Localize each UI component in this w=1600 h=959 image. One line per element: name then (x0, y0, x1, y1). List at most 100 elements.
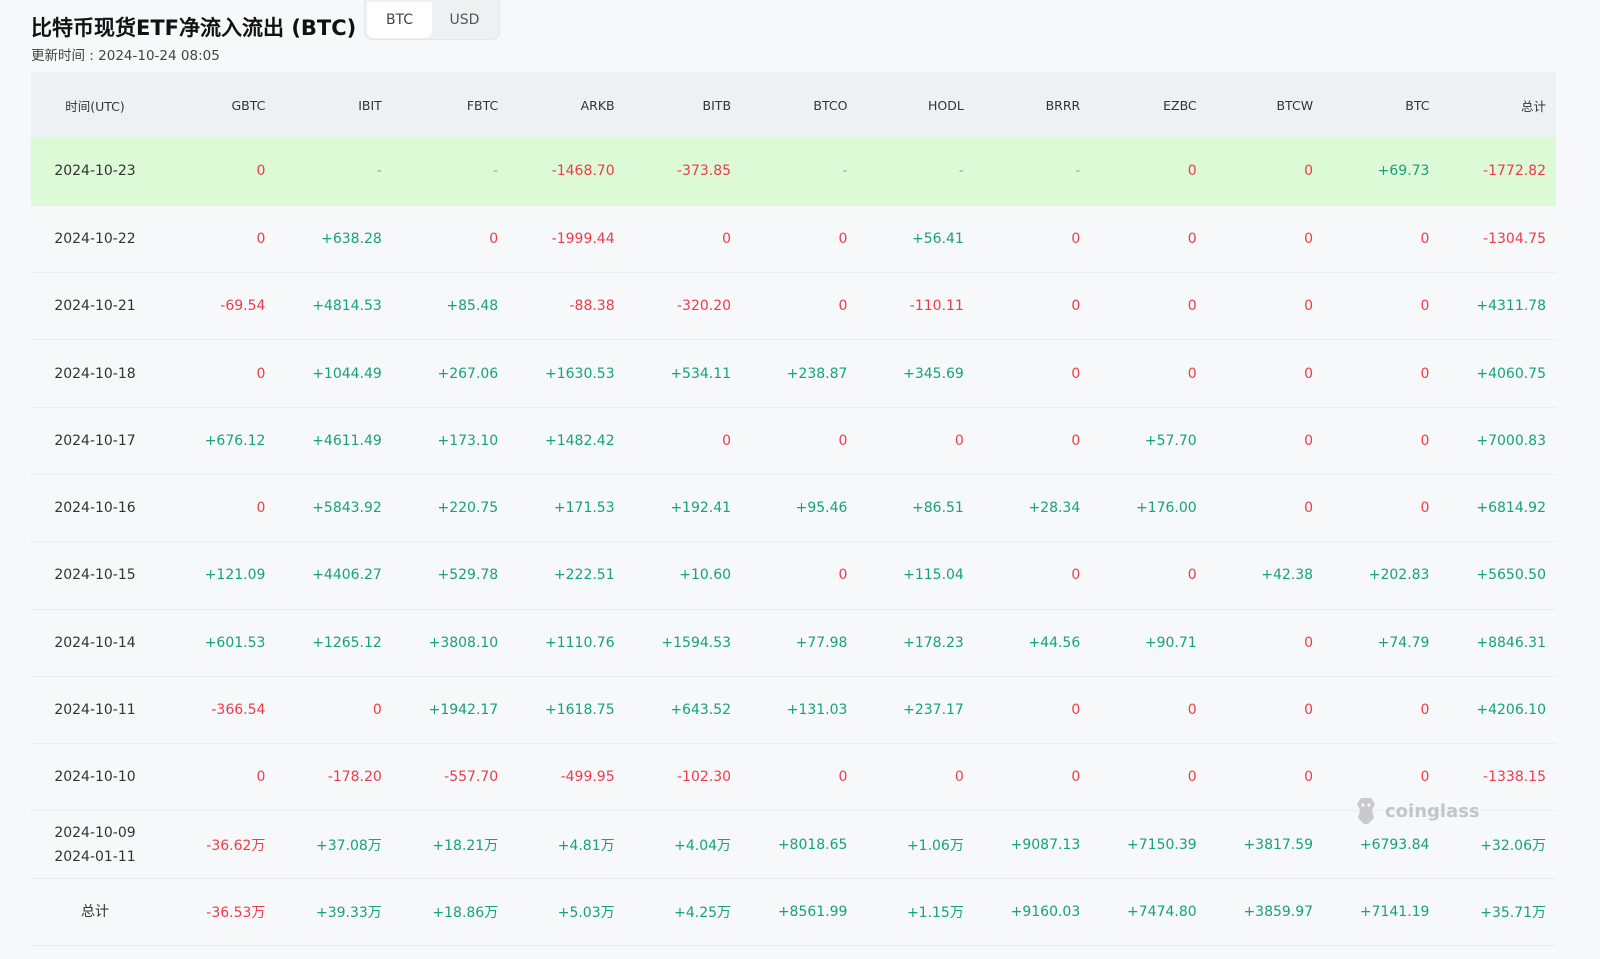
table-cell: 0 (1420, 500, 1430, 517)
table-cell: 0 (838, 769, 848, 786)
table-cell: -499.95 (560, 769, 615, 786)
table-cell: +8018.65 (777, 836, 848, 853)
table-cell: 0 (1304, 365, 1314, 382)
table-cell: -102.30 (676, 769, 732, 786)
table-cell: +3859.97 (1243, 903, 1314, 920)
table-cell: -1772.82 (1483, 163, 1546, 180)
table-cell: +7474.80 (1127, 903, 1197, 920)
table-header-row: 时间(UTC) GBTC IBIT FBTC ARKB BITB BTCO HODL BRRR E… (31, 72, 1556, 138)
table-cell: 0 (1304, 769, 1314, 786)
table-cell: +4814.53 (312, 298, 382, 315)
watermark-text: coinglass (1385, 800, 1480, 822)
table-cell: +529.78 (437, 567, 499, 584)
row-date-text: 2024-10-22 (54, 230, 136, 247)
table-row: 2024-10-23 0 - - -1468.70 -373.85 - - - 0 0 +69.73 -… (31, 138, 1556, 206)
coinglass-logo-icon (1357, 798, 1375, 824)
table-cell: 0 (1071, 298, 1081, 315)
table-cell: 0 (1420, 702, 1430, 719)
table-row: 2024-10-15 +121.09 +4406.27 +529.78 +222.51 +… (31, 542, 1556, 610)
column-header-total: 总计 (1520, 98, 1546, 114)
table-cell: 0 (1187, 230, 1197, 247)
table-cell: +1.15万 (906, 904, 964, 921)
table-cell: +1044.49 (312, 365, 382, 382)
row-date-text: 2024-10-09 (54, 824, 136, 841)
row-date: 总计 (31, 878, 159, 945)
table-cell: +39.33万 (316, 904, 382, 921)
table-cell: 0 (489, 230, 499, 247)
table-cell: +7000.83 (1476, 432, 1546, 449)
table-cell: 0 (838, 230, 848, 247)
table-row: 2024-10-17 +676.12 +4611.49 +173.10 +1482.42… (31, 407, 1556, 475)
etf-flow-table: 时间(UTC) GBTC IBIT FBTC ARKB BITB BTCO HODL BRRR E… (31, 72, 1556, 946)
table-cell: +57.70 (1144, 432, 1197, 449)
column-header-hodl: HODL (928, 97, 964, 113)
table-cell: +4406.27 (312, 567, 382, 584)
column-header-brrr: BRRR (1045, 97, 1081, 113)
table-cell: +222.51 (553, 567, 615, 584)
table-cell: +7141.19 (1359, 903, 1430, 920)
table-cell: +1110.76 (545, 634, 615, 651)
table-cell: -36.53万 (206, 904, 266, 921)
table-cell: +42.38 (1261, 567, 1314, 584)
table-cell: +202.83 (1368, 567, 1430, 584)
table-cell: +10.60 (679, 567, 732, 584)
table-cell: 0 (1071, 230, 1081, 247)
row-date: 2024-10-18 (31, 340, 159, 407)
table-cell: +32.06万 (1480, 837, 1546, 854)
column-header-time: 时间(UTC) (65, 98, 125, 114)
table-row: 2024-10-11 -366.54 0 +1942.17 +1618.75 +643.5… (31, 676, 1556, 744)
row-date: 2024-10-11 (31, 676, 159, 743)
table-cell: 0 (1071, 365, 1081, 382)
row-date: 2024-10-17 (31, 407, 159, 474)
table-cell: 0 (256, 500, 266, 517)
table-cell: +676.12 (204, 432, 266, 449)
table-cell: 0 (1304, 163, 1314, 180)
table-cell: +267.06 (437, 365, 499, 382)
table-cell: +345.69 (903, 365, 964, 382)
table-cell: 0 (1420, 365, 1430, 382)
row-date: 2024-10-14 (31, 609, 159, 676)
unit-toggle-btc[interactable]: BTC (367, 1, 432, 38)
table-cell: -366.54 (211, 702, 266, 719)
table-cell: +121.09 (204, 567, 266, 584)
column-header-ezbc: EZBC (1163, 97, 1197, 113)
table-cell: +5843.92 (312, 500, 382, 517)
row-date-text: 2024-10-23 (54, 163, 136, 180)
table-cell: 0 (1187, 567, 1197, 584)
table-cell: +9160.03 (1010, 903, 1081, 920)
table-cell: +95.46 (795, 500, 848, 517)
table-cell: 0 (838, 567, 848, 584)
page-header: 比特币现货ETF净流入流出 (BTC) BTC USD 更新时间 : 2024-… (31, 0, 1571, 70)
table-cell: +6793.84 (1359, 836, 1430, 853)
row-date-text: 2024-10-11 (54, 702, 136, 719)
table-row: 2024-10-22 0 +638.28 0 -1999.44 0 0 +56.41 0 0 0 0 -… (31, 205, 1556, 273)
table-cell: +115.04 (903, 567, 964, 584)
unit-toggle-usd[interactable]: USD (449, 11, 480, 28)
table-cell: 0 (1420, 298, 1430, 315)
table-cell: 0 (1071, 769, 1081, 786)
table-cell: +77.98 (795, 634, 848, 651)
table-cell: +3817.59 (1243, 836, 1314, 853)
table-cell: +85.48 (446, 298, 499, 315)
table-cell: +5.03万 (557, 904, 615, 921)
table-cell: 0 (722, 432, 732, 449)
table-cell: -320.20 (676, 298, 732, 315)
table-cell: +601.53 (204, 634, 266, 651)
table-cell: +18.21万 (432, 837, 499, 854)
row-date-end-text: 2024-01-11 (54, 848, 136, 865)
row-date-text: 2024-10-17 (54, 432, 136, 449)
table-cell: 0 (1304, 634, 1314, 651)
table-cell: +37.08万 (316, 837, 382, 854)
table-cell: 0 (1187, 769, 1197, 786)
table-cell: -88.38 (569, 298, 615, 315)
row-date: 2024-10-10 (31, 744, 159, 811)
table-cell: +237.17 (903, 702, 964, 719)
table-cell: +534.11 (670, 365, 732, 382)
row-date: 2024-10-15 (31, 542, 159, 609)
table-cell: -1304.75 (1483, 230, 1546, 247)
page-title: 比特币现货ETF净流入流出 (BTC) (31, 16, 357, 40)
table-cell: +4206.10 (1476, 702, 1546, 719)
table-cell: -178.20 (327, 769, 382, 786)
table-cell: 0 (1420, 769, 1430, 786)
coinglass-watermark: coinglass (1353, 796, 1480, 826)
